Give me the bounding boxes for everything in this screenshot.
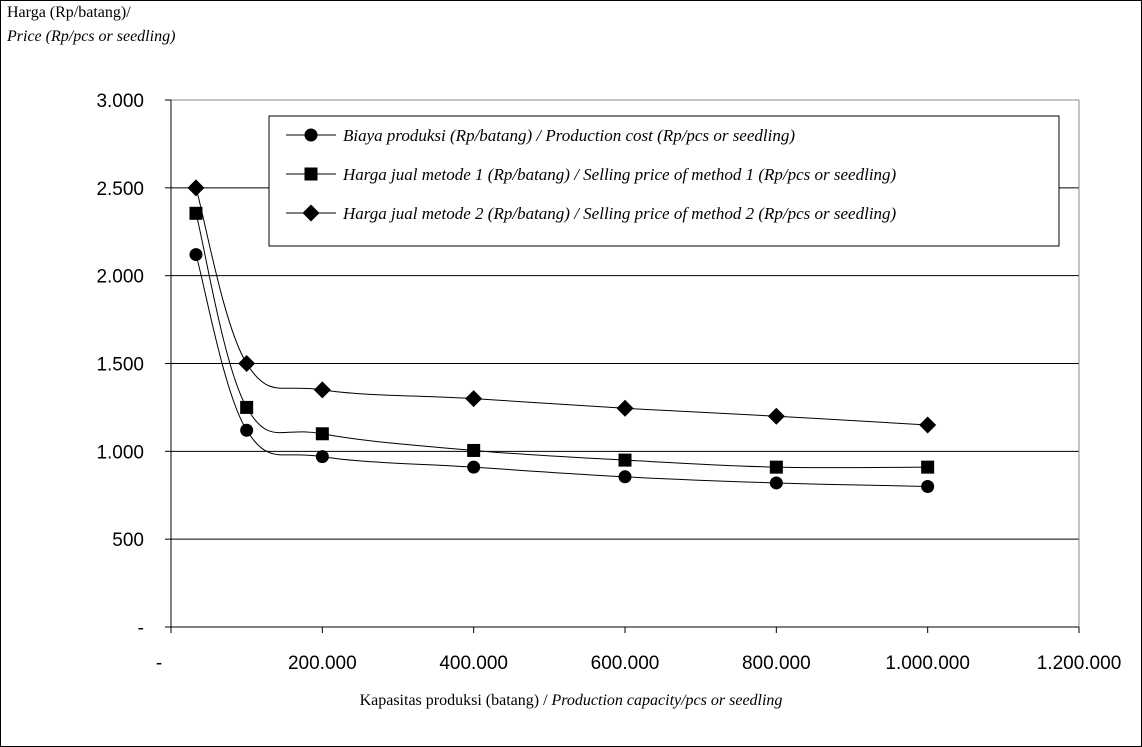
series-line — [195, 213, 928, 469]
y-tick-label: 1.500 — [96, 355, 144, 376]
square-marker — [315, 427, 329, 441]
x-axis-title-indonesian: Kapasitas produksi (batang) / — [359, 692, 552, 709]
x-tick-label: 600.000 — [591, 653, 660, 674]
square-marker — [189, 206, 203, 220]
circle-marker — [189, 248, 203, 262]
square-marker — [240, 400, 254, 414]
x-tick-label: 1.200.000 — [1037, 653, 1122, 674]
square-marker — [618, 453, 632, 467]
circle-marker — [618, 470, 632, 484]
diamond-marker — [767, 407, 785, 425]
legend-box — [268, 115, 1060, 247]
x-tick-label: 1.000.000 — [885, 653, 970, 674]
series-lines — [187, 179, 937, 493]
y-tick-label: 3.000 — [96, 91, 144, 112]
legend-diamond-marker — [302, 204, 320, 222]
circle-marker — [315, 450, 329, 464]
tick-labels: - 500 1.000 1.500 2.000 2.500 3.000 - 200.000 400… — [96, 91, 1121, 674]
legend-entry-label: Harga jual metode 2 (Rp/batang) / Sellin… — [342, 204, 897, 223]
x-tick-label: 200.000 — [288, 653, 357, 674]
x-axis-title-english: Production capacity/pcs or seedling — [551, 692, 783, 709]
y-axis-title: Harga (Rp/batang)/ — [7, 4, 131, 21]
diamond-marker — [616, 399, 634, 417]
diamond-marker — [313, 381, 331, 399]
legend: Biaya produksi (Rp/batang) / Production … — [268, 115, 1060, 247]
series-diamond — [187, 179, 937, 434]
circle-marker — [921, 479, 935, 493]
y-tick-label: 500 — [112, 530, 144, 551]
legend-entry-label: Biaya produksi (Rp/batang) / Production … — [343, 126, 795, 145]
series-square — [189, 206, 935, 474]
diamond-marker — [465, 390, 483, 408]
diamond-marker — [919, 416, 937, 434]
x-tick-label: 800.000 — [742, 653, 811, 674]
legend-square-marker — [304, 167, 318, 181]
legend-circle-marker — [304, 128, 318, 142]
y-tick-label: 2.000 — [96, 267, 144, 288]
circle-marker — [769, 476, 783, 490]
x-axis-title: Kapasitas produksi (batang) / Production… — [0, 692, 1142, 710]
axes — [165, 99, 1080, 633]
circle-marker — [467, 460, 481, 474]
square-marker — [467, 443, 481, 457]
legend-entry-label: Harga jual metode 1 (Rp/batang) / Sellin… — [342, 165, 897, 184]
x-tick-label: 400.000 — [439, 653, 508, 674]
y-tick-label: - — [138, 618, 144, 639]
diamond-marker — [238, 355, 256, 372]
y-axis-title-english: Price (Rp/pcs or seedling) — [7, 28, 176, 45]
series-circle — [189, 248, 935, 493]
y-tick-label: 1.000 — [96, 442, 144, 463]
square-marker — [921, 460, 935, 474]
x-tick-label: - — [156, 653, 162, 674]
y-tick-label: 2.500 — [96, 179, 144, 200]
diamond-marker — [187, 179, 205, 197]
square-marker — [769, 460, 783, 474]
circle-marker — [240, 423, 254, 437]
